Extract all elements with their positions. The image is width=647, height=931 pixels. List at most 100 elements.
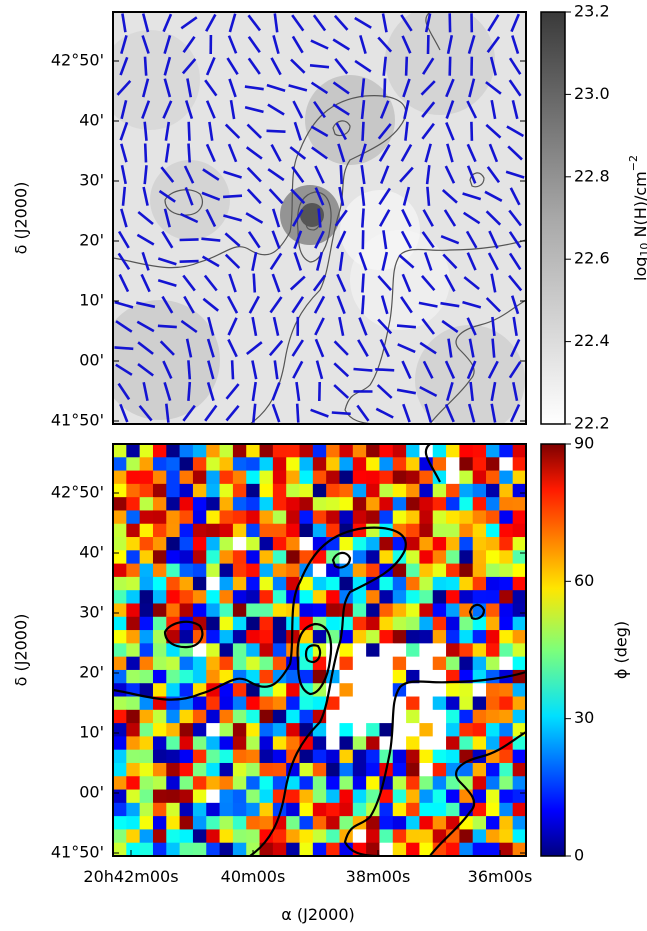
angle-pixel [246, 523, 261, 538]
angle-pixel [179, 723, 194, 737]
angle-pixel [499, 802, 514, 817]
angle-pixel [419, 470, 434, 485]
angle-pixel [166, 563, 181, 578]
polarization-vector [309, 64, 330, 69]
angle-pixel [352, 550, 367, 565]
angle-pixel [339, 842, 354, 856]
polarization-vector [183, 295, 195, 314]
angle-pixel [472, 696, 487, 711]
angle-pixel [206, 762, 221, 777]
polarization-vector [204, 79, 218, 97]
angle-pixel [446, 656, 460, 671]
colorbar-tick-label: 60 [574, 571, 594, 590]
angle-pixel [406, 762, 421, 777]
angle-map [113, 444, 526, 856]
angle-pixel [232, 762, 247, 777]
density-blob [113, 300, 220, 420]
angle-pixel [139, 789, 154, 804]
angle-pixel [206, 616, 221, 631]
polarization-vector [223, 214, 243, 222]
angle-pixel [192, 762, 207, 777]
angle-pixel [272, 470, 287, 485]
polarization-vector [422, 360, 434, 379]
angle-pixel [419, 736, 434, 751]
polarization-vector [486, 166, 501, 184]
angle-pixel [432, 816, 447, 831]
angle-pixel [179, 576, 194, 591]
angle-pixel [206, 550, 221, 565]
polarization-vector [227, 317, 238, 336]
angle-pixel [486, 709, 500, 724]
angle-pixel [419, 630, 434, 644]
angle-pixel [246, 683, 261, 698]
angle-pixel [379, 470, 394, 485]
angle-pixel [486, 537, 500, 551]
polarization-vector [361, 273, 365, 293]
angle-pixel [326, 616, 341, 631]
angle-pixel [512, 656, 526, 671]
angle-pixel [419, 576, 434, 591]
column-density-map [113, 12, 526, 424]
angle-pixel [486, 776, 500, 791]
angle-pixel [126, 802, 141, 817]
angle-pixel [366, 696, 381, 711]
angle-pixel [459, 590, 474, 605]
polarization-vector [160, 166, 175, 183]
angle-pixel [312, 789, 327, 804]
angle-pixel [392, 603, 407, 618]
angle-pixel [192, 523, 207, 538]
angle-pixel [299, 776, 314, 791]
angle-pixel [499, 630, 514, 644]
angle-pixel [419, 816, 434, 831]
angle-pixel [486, 616, 500, 631]
angle-pixel [246, 630, 261, 644]
angle-pixel [206, 563, 221, 578]
angle-pixel [419, 510, 434, 525]
angle-pixel [446, 802, 460, 817]
polarization-vector [382, 56, 387, 76]
angle-pixel [139, 590, 154, 605]
polarization-vector [251, 316, 258, 337]
angle-pixel [299, 603, 314, 618]
polarization-vector [490, 273, 497, 293]
polarization-vector [333, 14, 349, 31]
angle-pixel [512, 483, 526, 498]
angle-pixel [152, 842, 167, 856]
polarization-vector [273, 360, 279, 380]
polarization-vector [291, 296, 305, 314]
polarization-vector [114, 300, 134, 309]
angle-pixel [219, 510, 234, 525]
bottom-y-axis-label: δ (J2000) [12, 614, 31, 687]
angle-pixel [419, 762, 434, 777]
angle-pixel [472, 643, 487, 658]
angle-pixel [246, 749, 261, 764]
angle-pixel [232, 616, 247, 631]
angle-pixel [166, 736, 181, 751]
angle-pixel [246, 563, 261, 578]
polarization-vector [507, 145, 523, 161]
angle-pixel [299, 550, 314, 565]
angle-pixel [113, 842, 127, 856]
angle-pixel [179, 829, 194, 844]
angle-pixel [432, 576, 447, 591]
polarization-vector [447, 338, 453, 358]
angle-pixel [259, 776, 274, 791]
angle-pixel [113, 669, 127, 684]
angle-pixel [392, 736, 407, 751]
polarization-vector [488, 143, 499, 163]
angle-pixel [472, 523, 487, 538]
angle-pixel [459, 470, 474, 485]
angle-pixel [352, 444, 367, 458]
angle-pixel [272, 523, 287, 538]
angle-pixel [286, 537, 301, 551]
angle-pixel [312, 669, 327, 684]
angle-pixel [113, 616, 127, 631]
angle-pixel [472, 723, 487, 737]
angle-pixel [179, 616, 194, 631]
angle-pixel [219, 576, 234, 591]
polarization-vector [269, 252, 283, 271]
angle-pixel [286, 789, 301, 804]
angle-pixel [192, 590, 207, 605]
angle-pixel [459, 523, 474, 538]
angle-pixel [486, 457, 500, 472]
